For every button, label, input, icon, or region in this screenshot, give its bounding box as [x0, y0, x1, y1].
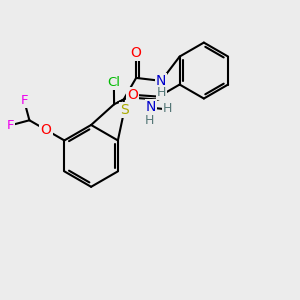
- Text: F: F: [20, 94, 28, 107]
- Text: O: O: [40, 123, 51, 137]
- Text: N: N: [156, 74, 166, 88]
- Text: Cl: Cl: [107, 76, 120, 89]
- Text: H: H: [145, 113, 154, 127]
- Text: F: F: [6, 119, 14, 132]
- Text: O: O: [131, 46, 142, 60]
- Text: N: N: [146, 100, 156, 114]
- Text: S: S: [120, 103, 129, 117]
- Text: H: H: [163, 102, 172, 115]
- Text: O: O: [127, 88, 138, 102]
- Text: H: H: [157, 85, 167, 98]
